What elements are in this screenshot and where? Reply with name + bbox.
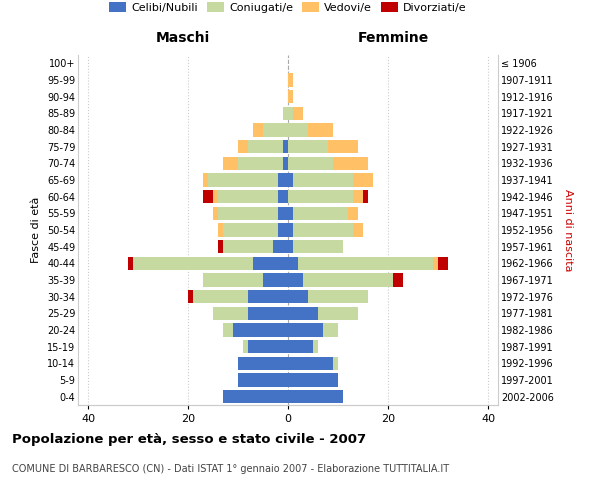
Bar xyxy=(283,106,288,120)
Bar xyxy=(393,274,403,286)
Bar xyxy=(288,224,293,236)
Bar xyxy=(333,356,338,370)
Bar xyxy=(223,324,233,336)
Bar xyxy=(433,256,438,270)
Bar xyxy=(288,356,333,370)
Bar xyxy=(308,290,368,304)
Bar xyxy=(288,374,338,386)
Bar xyxy=(248,306,288,320)
Bar xyxy=(278,206,288,220)
Bar xyxy=(348,206,358,220)
Bar xyxy=(238,140,248,153)
Bar xyxy=(278,174,288,186)
Bar xyxy=(323,324,338,336)
Bar xyxy=(293,174,353,186)
Bar xyxy=(203,190,213,203)
Bar xyxy=(288,106,293,120)
Bar xyxy=(293,206,348,220)
Bar xyxy=(438,256,448,270)
Bar xyxy=(293,240,343,254)
Bar xyxy=(133,256,253,270)
Bar xyxy=(253,256,288,270)
Bar xyxy=(248,140,283,153)
Bar xyxy=(208,174,278,186)
Bar xyxy=(248,290,288,304)
Bar xyxy=(248,340,288,353)
Bar xyxy=(223,156,238,170)
Bar xyxy=(263,274,288,286)
Bar xyxy=(238,374,288,386)
Bar xyxy=(353,190,363,203)
Bar xyxy=(128,256,133,270)
Bar xyxy=(288,90,293,104)
Bar xyxy=(203,174,208,186)
Bar xyxy=(218,240,223,254)
Bar xyxy=(213,206,218,220)
Bar xyxy=(298,256,433,270)
Text: Popolazione per età, sesso e stato civile - 2007: Popolazione per età, sesso e stato civil… xyxy=(12,432,366,446)
Bar xyxy=(283,140,288,153)
Bar xyxy=(293,106,303,120)
Bar xyxy=(363,190,368,203)
Bar xyxy=(223,390,288,404)
Text: COMUNE DI BARBARESCO (CN) - Dati ISTAT 1° gennaio 2007 - Elaborazione TUTTITALIA: COMUNE DI BARBARESCO (CN) - Dati ISTAT 1… xyxy=(12,464,449,474)
Bar xyxy=(328,140,358,153)
Bar xyxy=(288,290,308,304)
Bar xyxy=(213,190,218,203)
Bar xyxy=(313,340,318,353)
Y-axis label: Anni di nascita: Anni di nascita xyxy=(563,188,573,271)
Bar xyxy=(303,274,393,286)
Bar xyxy=(273,240,288,254)
Bar xyxy=(218,190,278,203)
Bar xyxy=(238,156,283,170)
Bar xyxy=(288,274,303,286)
Text: Maschi: Maschi xyxy=(156,31,210,45)
Y-axis label: Fasce di età: Fasce di età xyxy=(31,197,41,263)
Bar xyxy=(218,224,223,236)
Bar xyxy=(353,224,363,236)
Bar xyxy=(288,390,343,404)
Bar xyxy=(353,174,373,186)
Bar xyxy=(288,340,313,353)
Bar xyxy=(278,190,288,203)
Bar xyxy=(188,290,193,304)
Bar xyxy=(223,224,278,236)
Bar xyxy=(278,224,288,236)
Bar xyxy=(288,256,298,270)
Bar xyxy=(213,306,248,320)
Bar xyxy=(288,156,333,170)
Bar xyxy=(288,124,308,136)
Bar xyxy=(283,156,288,170)
Legend: Celibi/Nubili, Coniugati/e, Vedovi/e, Divorziati/e: Celibi/Nubili, Coniugati/e, Vedovi/e, Di… xyxy=(105,0,471,17)
Text: Femmine: Femmine xyxy=(358,31,428,45)
Bar xyxy=(333,156,368,170)
Bar xyxy=(318,306,358,320)
Bar xyxy=(263,124,288,136)
Bar xyxy=(243,340,248,353)
Bar xyxy=(203,274,263,286)
Bar xyxy=(288,240,293,254)
Bar xyxy=(218,206,278,220)
Bar xyxy=(288,324,323,336)
Bar xyxy=(253,124,263,136)
Bar xyxy=(238,356,288,370)
Bar xyxy=(288,140,328,153)
Bar xyxy=(233,324,288,336)
Bar xyxy=(288,306,318,320)
Bar xyxy=(288,190,353,203)
Bar xyxy=(308,124,333,136)
Bar xyxy=(288,206,293,220)
Bar xyxy=(288,174,293,186)
Bar xyxy=(223,240,273,254)
Bar xyxy=(288,74,293,86)
Bar xyxy=(293,224,353,236)
Bar xyxy=(193,290,248,304)
